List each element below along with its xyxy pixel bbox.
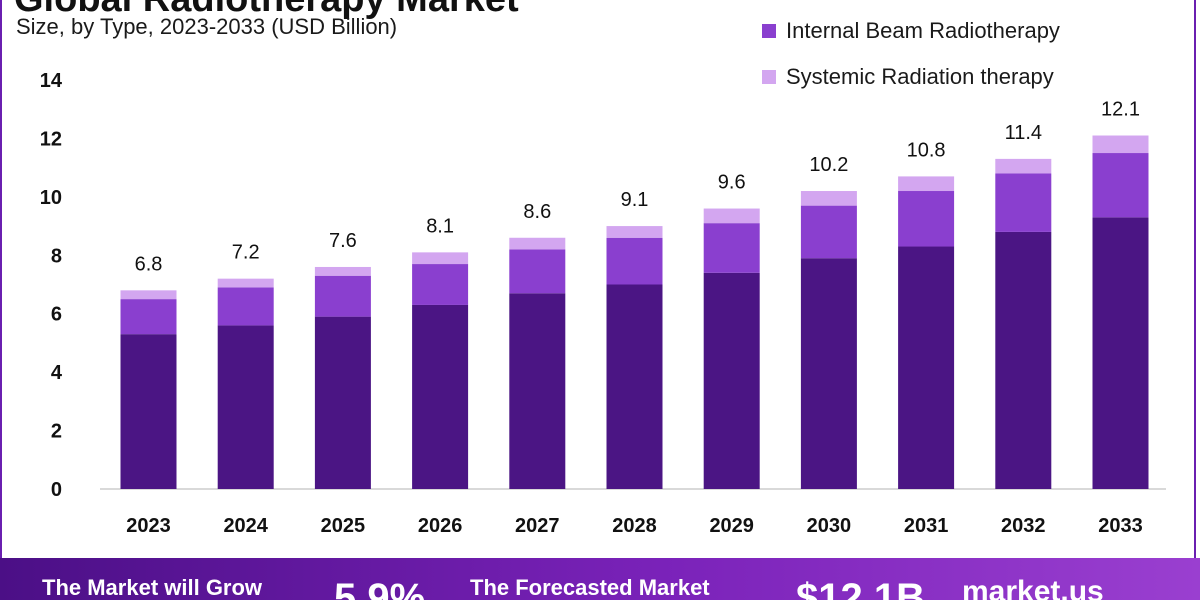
legend-item-systemic-radiation: Systemic Radiation therapy: [762, 62, 1060, 92]
x-tick-label: 2023: [126, 515, 171, 537]
bar-total-label: 10.8: [907, 139, 946, 161]
bar-total-label: 6.8: [135, 253, 163, 275]
bar-total-label: 12.1: [1101, 99, 1140, 121]
bar-segment-systemic-radiation: [1092, 135, 1149, 154]
bar-total-label: 10.2: [809, 154, 848, 176]
bar-segment-bottom: [800, 258, 857, 489]
bar-segment-systemic-radiation: [606, 226, 663, 238]
bar-segment-bottom: [1092, 217, 1149, 490]
bar-segment-internal-beam: [314, 275, 371, 317]
x-tick-label: 2027: [515, 515, 560, 537]
bar-segment-internal-beam: [1092, 153, 1149, 218]
bar-total-label: 9.6: [718, 172, 746, 194]
x-tick-label: 2028: [612, 515, 657, 537]
bar-segment-systemic-radiation: [412, 252, 469, 265]
bar-total-label: 8.6: [523, 201, 551, 223]
x-tick-label: 2032: [1001, 515, 1046, 537]
bar-total-label: 7.6: [329, 230, 357, 252]
y-tick-label: 2: [51, 421, 62, 443]
y-tick-label: 14: [40, 70, 63, 92]
y-tick-label: 4: [51, 362, 63, 384]
x-tick-label: 2024: [223, 515, 268, 537]
chart-subtitle: Size, by Type, 2023-2033 (USD Billion): [16, 14, 398, 39]
x-tick-label: 2025: [321, 515, 366, 537]
banner-cagr-value: 5.9%: [334, 576, 426, 600]
legend-item-internal-beam: Internal Beam Radiotherapy: [762, 16, 1060, 46]
y-tick-label: 8: [51, 245, 62, 267]
bar-segment-systemic-radiation: [120, 290, 177, 300]
bar-segment-bottom: [314, 316, 371, 489]
bar-total-label: 11.4: [1005, 122, 1042, 144]
bar-segment-systemic-radiation: [898, 176, 955, 192]
bar-segment-internal-beam: [606, 237, 663, 285]
bar-total-label: 9.1: [621, 189, 649, 211]
bar-segment-internal-beam: [509, 249, 566, 294]
bar-segment-internal-beam: [995, 173, 1052, 232]
x-tick-label: 2026: [418, 515, 463, 537]
banner-forecast-label: The Forecasted Market: [470, 575, 710, 600]
bar-segment-bottom: [995, 231, 1052, 489]
banner-forecast-value: $12.1B: [796, 576, 925, 600]
bar-segment-systemic-radiation: [217, 278, 274, 288]
bar-segment-bottom: [606, 284, 663, 489]
bar-segment-bottom: [509, 293, 566, 489]
bar-segment-systemic-radiation: [314, 266, 371, 276]
bar-segment-internal-beam: [703, 223, 760, 273]
y-tick-label: 10: [40, 187, 62, 209]
bar-segment-internal-beam: [412, 264, 469, 305]
legend-swatch-internal-beam: [762, 24, 776, 38]
bar-segment-bottom: [898, 246, 955, 489]
bar-segment-bottom: [217, 325, 274, 489]
chart-title: Global Radiotherapy Market: [14, 0, 519, 21]
x-tick-label: 2029: [709, 515, 754, 537]
bar-segment-bottom: [120, 334, 177, 489]
bar-segment-systemic-radiation: [800, 191, 857, 206]
y-tick-label: 0: [51, 479, 62, 501]
bar-segment-systemic-radiation: [703, 208, 760, 224]
banner-brand-logo: market.us: [962, 575, 1104, 600]
bar-total-label: 7.2: [232, 242, 260, 264]
bar-segment-internal-beam: [120, 299, 177, 335]
x-tick-label: 2031: [904, 515, 949, 537]
x-tick-label: 2033: [1098, 515, 1143, 537]
bar-segment-systemic-radiation: [509, 237, 566, 250]
y-tick-label: 6: [51, 304, 62, 326]
y-tick-label: 12: [40, 128, 62, 150]
legend: Internal Beam Radiotherapy Systemic Radi…: [762, 16, 1060, 108]
bar-segment-bottom: [703, 272, 760, 489]
bar-segment-internal-beam: [800, 205, 857, 259]
legend-label-systemic-radiation: Systemic Radiation therapy: [786, 64, 1054, 89]
legend-swatch-systemic-radiation: [762, 70, 776, 84]
bar-chart: 0 2 4 6 8 10 12 14 6.8 2023 7.2 2024 7.6 2025 8.1 2026 8…: [40, 70, 1166, 537]
bar-segment-internal-beam: [898, 191, 955, 247]
bar-segment-systemic-radiation: [995, 158, 1052, 174]
bar-segment-bottom: [412, 304, 469, 489]
legend-label-internal-beam: Internal Beam Radiotherapy: [786, 18, 1060, 43]
summary-banner: The Market will Grow 5.9% The Forecasted…: [0, 558, 1200, 600]
banner-grow-label: The Market will Grow: [42, 575, 263, 600]
bar-total-label: 8.1: [426, 215, 454, 237]
bar-segment-internal-beam: [217, 287, 274, 326]
x-tick-label: 2030: [807, 515, 852, 537]
